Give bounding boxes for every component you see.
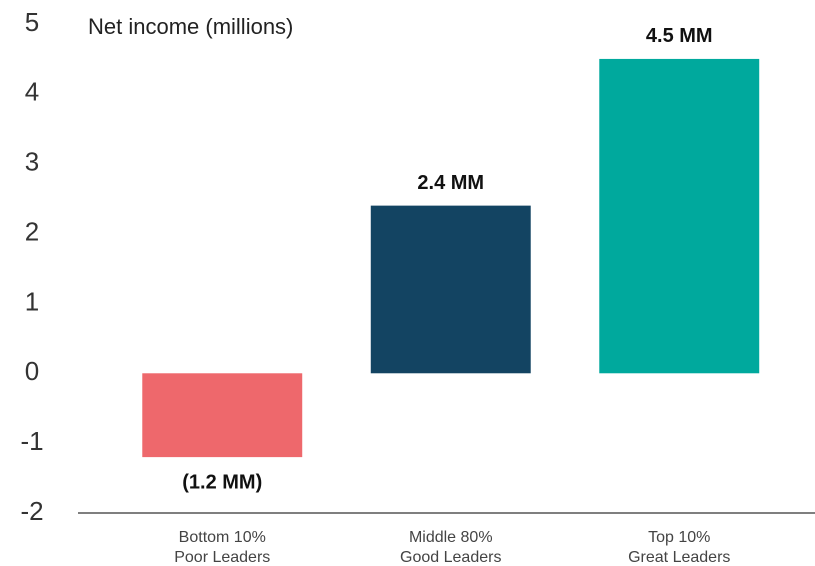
bar [599,58,760,374]
x-tick-label: Good Leaders [400,549,501,566]
y-tick-label: -2 [20,496,43,526]
y-tick-label: 0 [25,356,39,386]
axis-title: Net income (millions) [88,14,293,39]
x-tick-label: Top 10% [648,529,710,546]
y-tick-label: 4 [25,77,39,107]
y-tick-label: -1 [20,426,43,456]
y-tick-label: 3 [25,147,39,177]
bar [370,205,531,374]
bar [142,373,303,458]
x-tick-label: Great Leaders [628,549,730,566]
value-label: 2.4 MM [417,172,484,194]
y-tick-label: 5 [25,7,39,37]
x-tick-label: Poor Leaders [174,549,270,566]
value-label: (1.2 MM) [182,471,262,493]
x-tick-label: Bottom 10% [179,529,266,546]
value-label: 4.5 MM [646,25,713,47]
y-tick-label: 1 [25,286,39,316]
y-tick-label: 2 [25,216,39,246]
x-tick-label: Middle 80% [409,529,493,546]
